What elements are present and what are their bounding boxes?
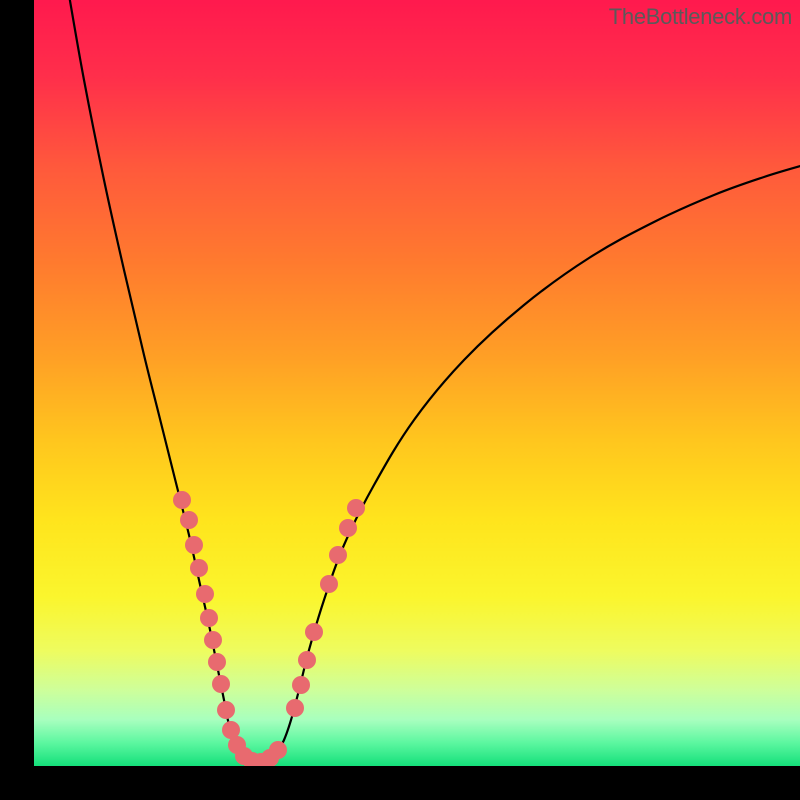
data-marker (292, 676, 310, 694)
data-marker (217, 701, 235, 719)
plot-area (34, 0, 800, 766)
data-marker (185, 536, 203, 554)
data-marker (320, 575, 338, 593)
data-marker (286, 699, 304, 717)
data-marker (200, 609, 218, 627)
data-marker (347, 499, 365, 517)
data-marker (329, 546, 347, 564)
data-marker (196, 585, 214, 603)
data-marker (190, 559, 208, 577)
curve-left-branch (69, 0, 259, 762)
data-marker (180, 511, 198, 529)
data-marker (173, 491, 191, 509)
curve-right-branch (259, 165, 800, 762)
data-marker (208, 653, 226, 671)
data-marker (339, 519, 357, 537)
data-marker (305, 623, 323, 641)
watermark-text: TheBottleneck.com (609, 4, 792, 30)
bottleneck-curve (34, 0, 800, 766)
data-marker (298, 651, 316, 669)
data-marker (212, 675, 230, 693)
data-marker (204, 631, 222, 649)
data-marker (269, 741, 287, 759)
